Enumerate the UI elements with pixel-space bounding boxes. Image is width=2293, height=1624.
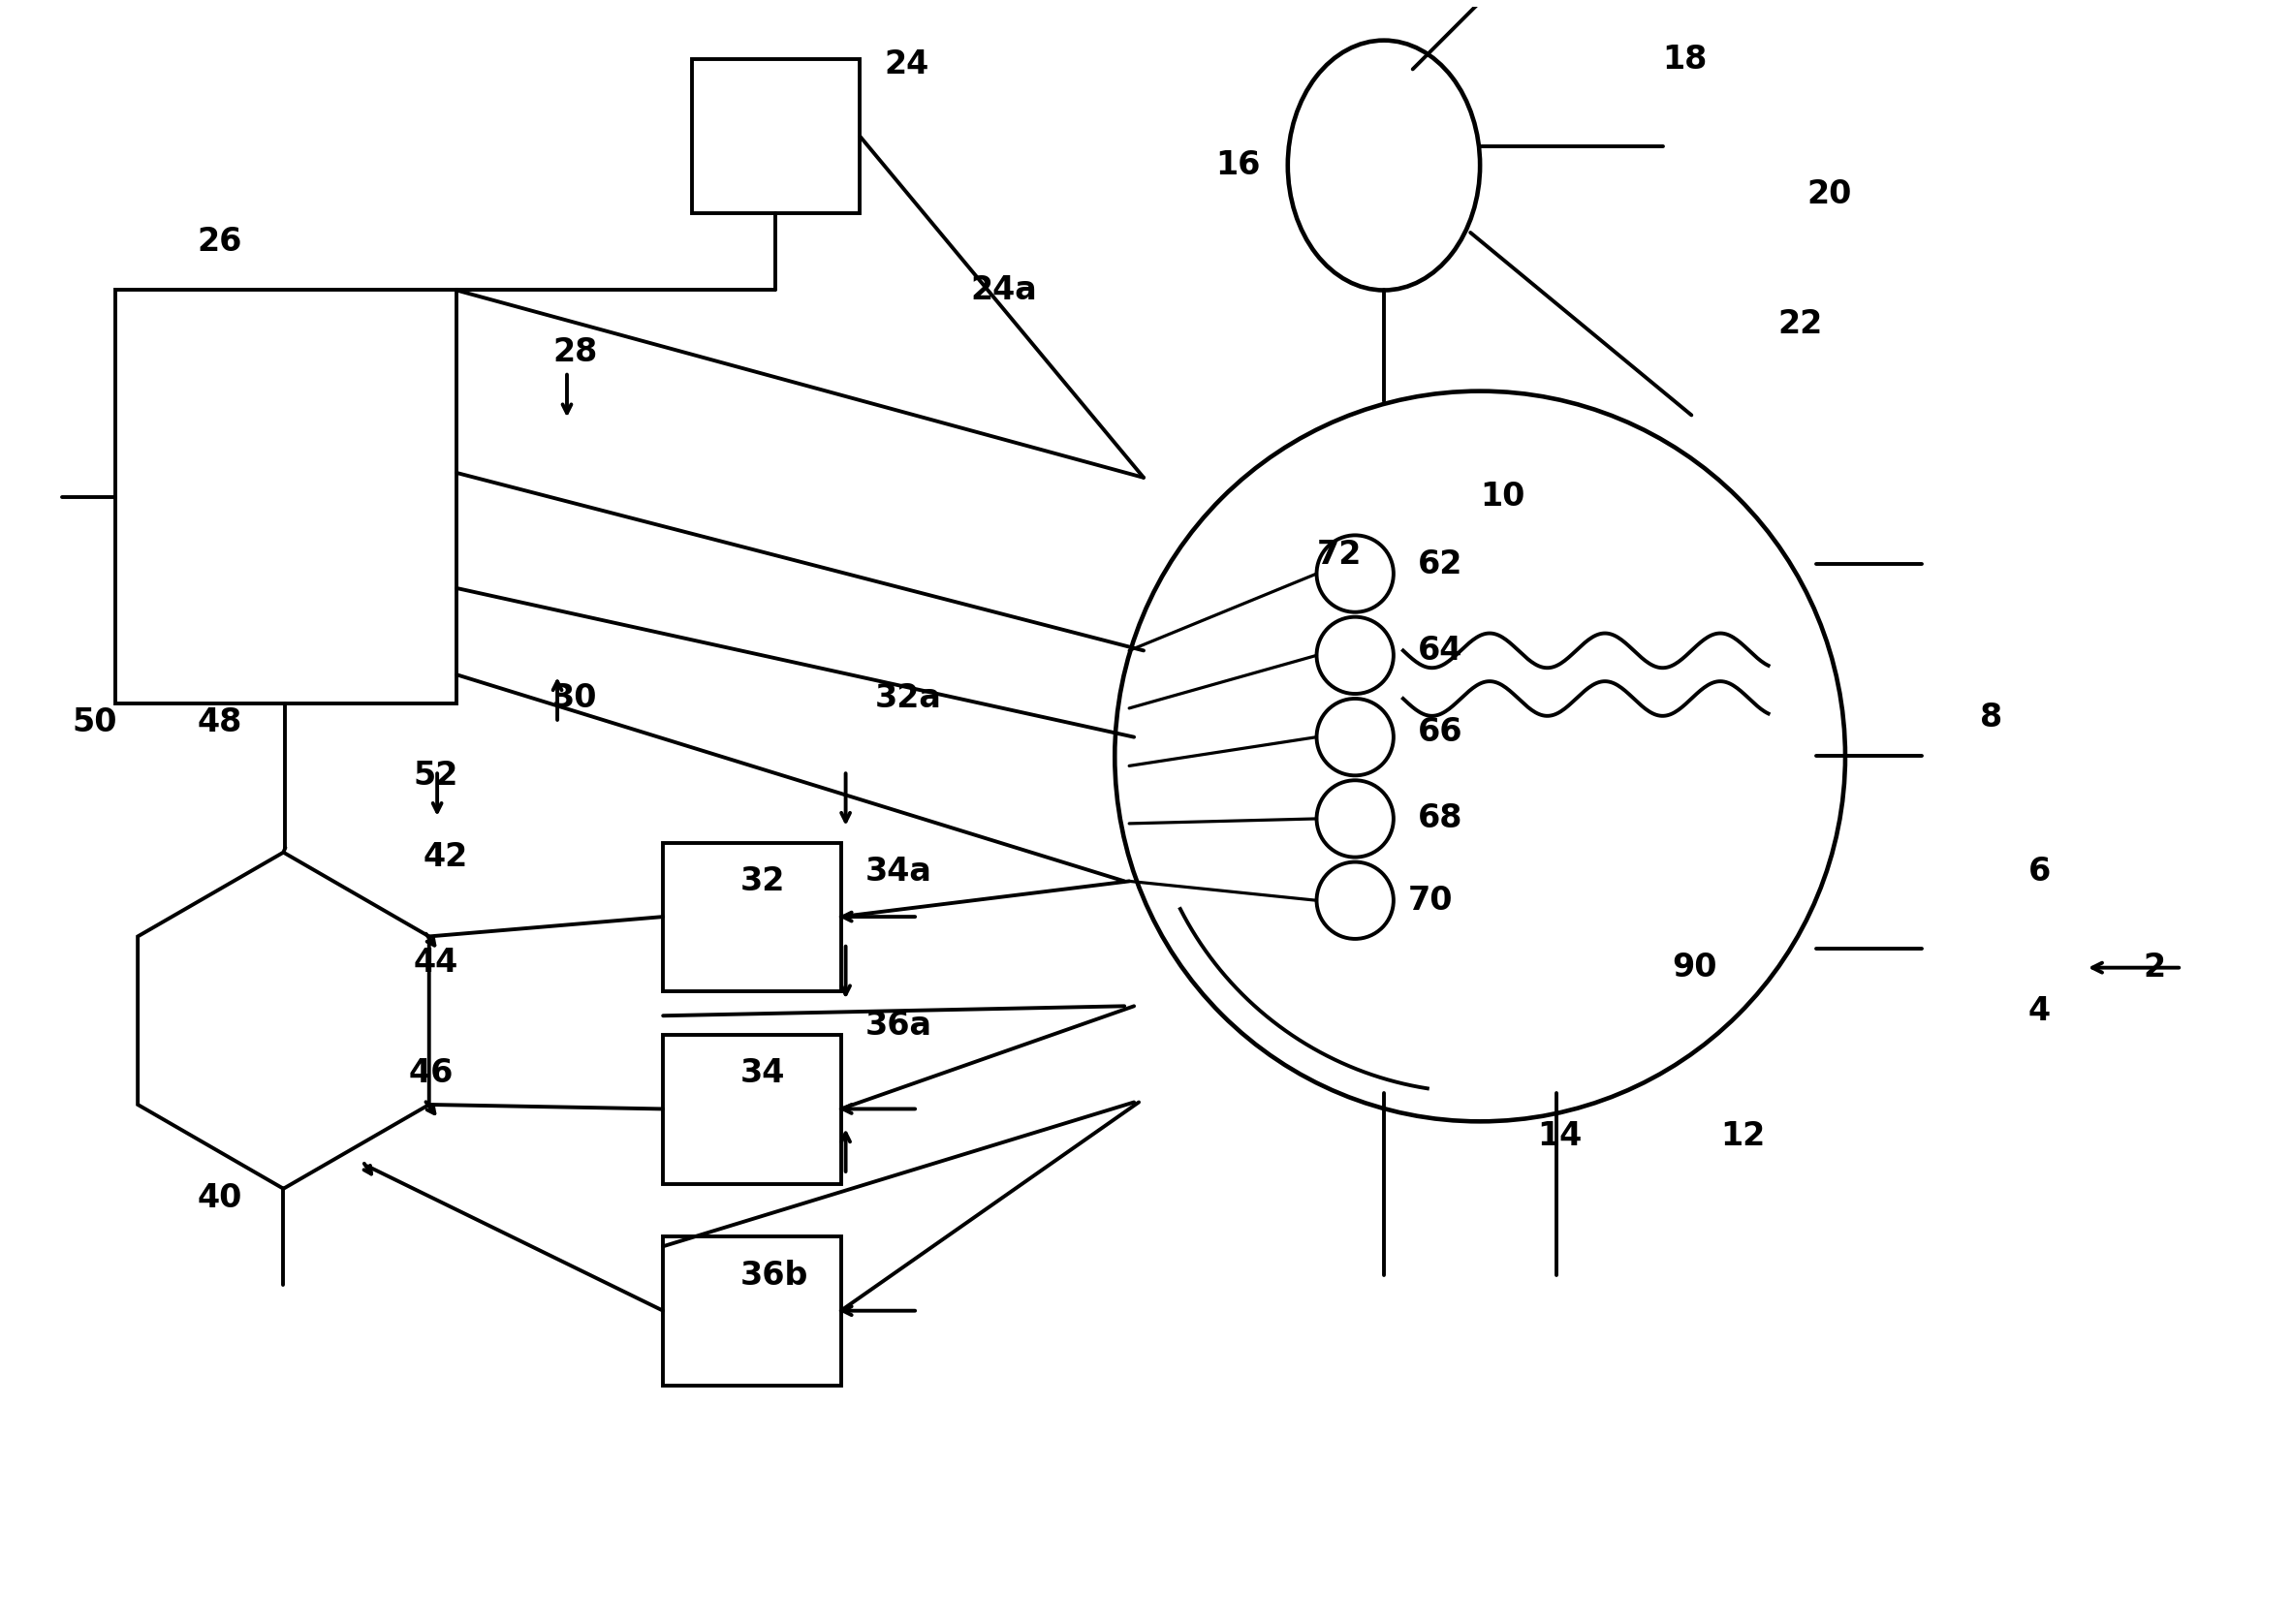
Text: 44: 44 bbox=[413, 947, 459, 979]
Text: 4: 4 bbox=[2027, 996, 2050, 1026]
Text: 48: 48 bbox=[197, 706, 241, 739]
Text: 20: 20 bbox=[1807, 179, 1853, 209]
Text: 40: 40 bbox=[197, 1182, 241, 1215]
Text: 22: 22 bbox=[1777, 309, 1823, 339]
Text: 16: 16 bbox=[1215, 149, 1261, 182]
Bar bbox=[115, 291, 456, 703]
Text: 68: 68 bbox=[1417, 802, 1463, 835]
Bar bbox=[692, 60, 860, 213]
Text: 72: 72 bbox=[1316, 539, 1362, 570]
Text: 12: 12 bbox=[1720, 1121, 1766, 1151]
Bar bbox=[663, 1034, 842, 1184]
Text: 8: 8 bbox=[1979, 702, 2002, 734]
Text: 90: 90 bbox=[1672, 952, 1717, 984]
Text: 14: 14 bbox=[1539, 1121, 1582, 1151]
Text: 18: 18 bbox=[1662, 44, 1708, 76]
Text: 6: 6 bbox=[2027, 856, 2050, 888]
Text: 52: 52 bbox=[413, 760, 459, 791]
Text: 26: 26 bbox=[197, 226, 241, 258]
Text: 28: 28 bbox=[553, 336, 598, 369]
Text: 46: 46 bbox=[408, 1057, 454, 1090]
Text: 36b: 36b bbox=[741, 1259, 807, 1291]
Bar bbox=[663, 843, 842, 992]
Text: 42: 42 bbox=[422, 841, 468, 874]
Text: 36a: 36a bbox=[864, 1010, 931, 1041]
Text: 30: 30 bbox=[553, 682, 598, 715]
Text: 70: 70 bbox=[1408, 885, 1454, 916]
Text: 2: 2 bbox=[2144, 952, 2165, 984]
Text: 50: 50 bbox=[71, 706, 117, 739]
Text: 24: 24 bbox=[885, 49, 929, 80]
Text: 64: 64 bbox=[1417, 635, 1463, 666]
Text: 66: 66 bbox=[1417, 716, 1463, 749]
Text: 32: 32 bbox=[741, 866, 784, 896]
Bar bbox=[663, 1237, 842, 1385]
Text: 10: 10 bbox=[1479, 481, 1525, 513]
Text: 62: 62 bbox=[1417, 547, 1463, 580]
Text: 32a: 32a bbox=[874, 682, 940, 715]
Text: 34a: 34a bbox=[864, 856, 931, 888]
Text: 24a: 24a bbox=[970, 274, 1036, 307]
Text: 34: 34 bbox=[741, 1057, 784, 1090]
